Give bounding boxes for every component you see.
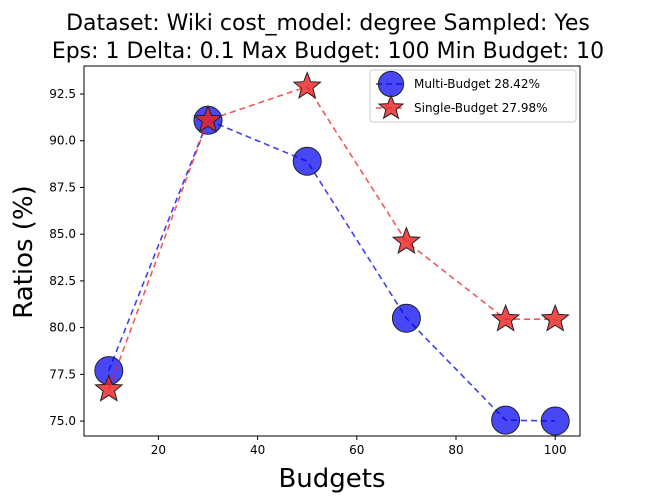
- data-point-circle: [540, 406, 570, 436]
- legend-label: Multi-Budget 28.42%: [414, 77, 540, 91]
- x-tick-label: 60: [349, 443, 364, 457]
- data-point-star: [540, 303, 570, 332]
- y-tick-label: 90.0: [49, 134, 76, 148]
- legend-marker-star: [377, 94, 405, 120]
- legend-item: Single-Budget 27.98%: [376, 94, 548, 120]
- x-tick-label: 20: [151, 443, 166, 457]
- y-axis-label: Ratios (%): [9, 185, 39, 319]
- plot-frame: [83, 65, 581, 437]
- legend-label: Single-Budget 27.98%: [414, 101, 548, 115]
- legend: Multi-Budget 28.42% Single-Budget 27.98%: [369, 69, 577, 123]
- series-layer: [94, 71, 570, 436]
- data-point-circle: [292, 146, 322, 176]
- x-tick-label: 80: [448, 443, 463, 457]
- y-tick-label: 85.0: [49, 227, 76, 241]
- data-point-star: [292, 71, 322, 100]
- data-point-circle: [491, 405, 521, 435]
- chart-title-line1: Dataset: Wiki cost_model: degree Sampled…: [66, 11, 590, 36]
- data-point-star: [391, 226, 422, 255]
- legend-item: Multi-Budget 28.42%: [376, 70, 540, 98]
- data-point-star: [193, 104, 223, 133]
- y-tick-label: 80.0: [49, 321, 76, 335]
- y-tick-label: 75.0: [49, 414, 76, 428]
- axis-ticks: 20 40 60 80 100 75.0 77.5 80.0 82.5 85.0 87.5 90.0 9…: [49, 87, 566, 457]
- legend-marker-circle: [377, 70, 405, 98]
- x-axis-label: Budgets: [278, 464, 385, 494]
- series-multi-budget: [94, 105, 570, 436]
- series-line: [108, 119, 556, 422]
- x-tick-label: 100: [544, 443, 567, 457]
- data-point-star: [94, 373, 124, 402]
- y-tick-label: 92.5: [49, 87, 76, 101]
- y-tick-label: 77.5: [49, 367, 76, 381]
- y-tick-label: 82.5: [49, 274, 76, 288]
- y-tick-label: 87.5: [49, 180, 76, 194]
- legend-box: [369, 69, 577, 123]
- x-tick-label: 40: [250, 443, 265, 457]
- data-point-circle: [391, 303, 421, 333]
- data-point-star: [490, 303, 521, 332]
- series-single-budget: [94, 71, 570, 402]
- plot-area: [83, 65, 581, 437]
- series-line: [108, 85, 556, 390]
- chart-title-line2: Eps: 1 Delta: 0.1 Max Budget: 100 Min Bu…: [52, 39, 604, 64]
